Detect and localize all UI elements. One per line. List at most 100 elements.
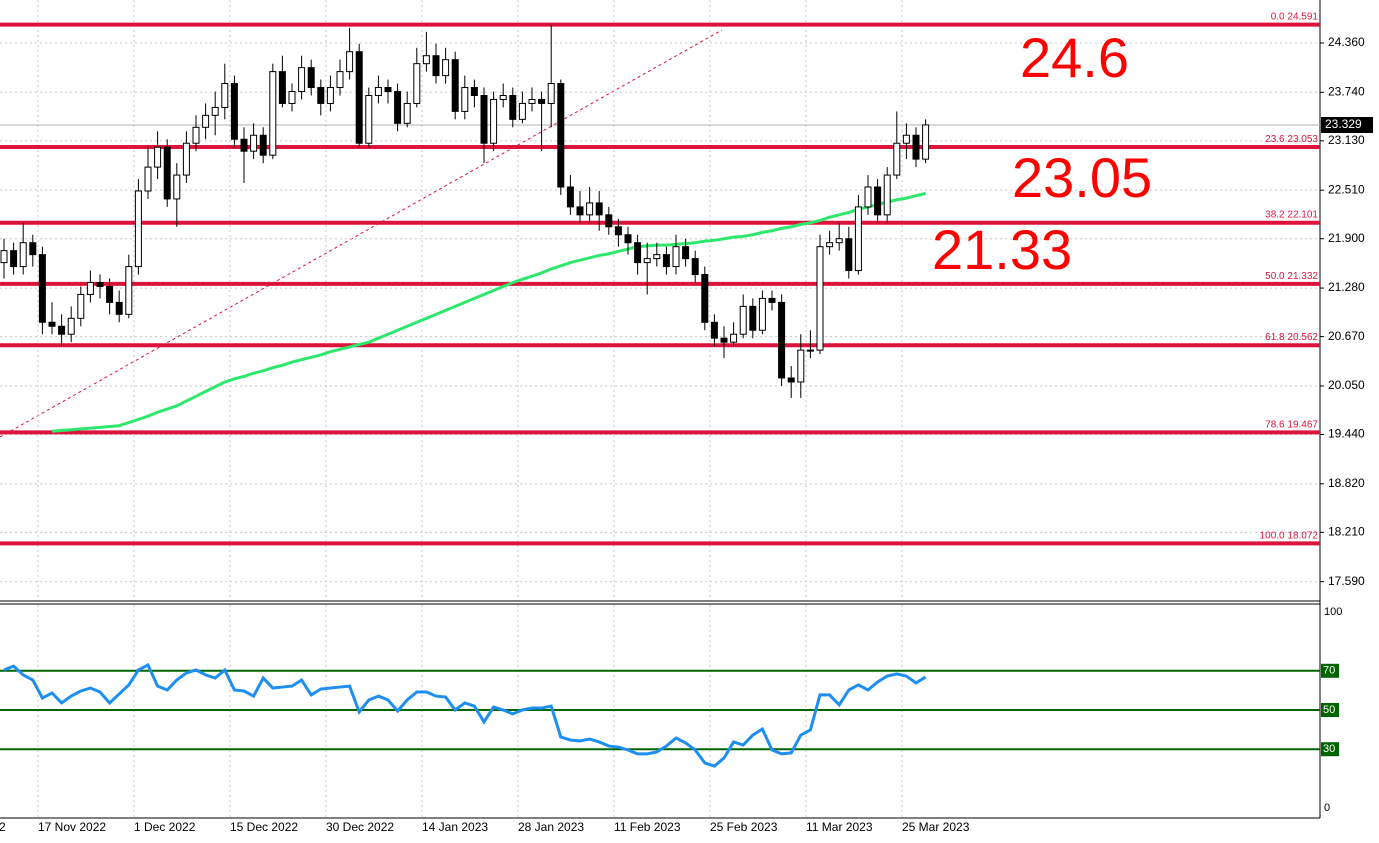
candle-body [758, 297, 766, 331]
candle-body [115, 301, 123, 315]
candle-body [77, 293, 85, 319]
candle-body [58, 325, 66, 335]
rsi-level-label: 30 [1323, 743, 1335, 755]
candle-body [806, 349, 814, 352]
candle-body [230, 83, 238, 140]
rsi-level-tag [1321, 742, 1339, 757]
rsi-pane [0, 662, 1320, 768]
fib-ratio: 23.6 [1265, 134, 1285, 145]
candle-body [355, 51, 363, 144]
candle-body [106, 285, 114, 303]
candle-body [922, 124, 930, 160]
y-tick-label: 21.900 [1328, 231, 1365, 245]
candle-body [586, 202, 594, 216]
candle-body [250, 134, 258, 152]
candle-body [259, 134, 267, 156]
candle-body [202, 114, 210, 128]
candle-body [874, 186, 882, 216]
candle-body [643, 258, 651, 264]
candle-body [365, 94, 373, 144]
candle-body [403, 102, 411, 124]
fib-trend-line [0, 29, 723, 438]
candle-body [38, 254, 46, 323]
candle-body [317, 87, 325, 104]
candle-body [605, 214, 613, 228]
candle-body [173, 174, 181, 200]
candle-body [902, 134, 910, 144]
candle-body [778, 301, 786, 379]
candle-body [298, 67, 306, 93]
rsi-level-label: 50 [1323, 704, 1335, 716]
candle-body [912, 134, 920, 160]
rsi-line [3, 662, 927, 768]
fib-level-label: 100.0 18.072 [1260, 530, 1319, 541]
annotation: 23.05 [1012, 146, 1152, 209]
fib-price: 23.053 [1287, 134, 1318, 145]
candle-body [0, 250, 8, 264]
x-tick-label: 11 Feb 2023 [614, 820, 681, 834]
fib-level-label: 23.6 23.053 [1265, 134, 1318, 145]
candle-body [595, 202, 603, 216]
candle-body [163, 146, 171, 200]
x-tick-label: 15 Dec 2022 [230, 820, 298, 834]
fib-ratio: 61.8 [1265, 332, 1285, 343]
candle-body [816, 246, 824, 351]
candle-body [509, 94, 517, 120]
candle-body [19, 242, 27, 268]
candle-body [893, 142, 901, 176]
candle-body [864, 186, 872, 208]
candle-body [10, 250, 18, 268]
fib-price: 19.467 [1287, 419, 1318, 430]
candle-body [346, 51, 354, 73]
moving-average [51, 191, 926, 433]
candle-body [211, 106, 219, 116]
candle-body [720, 337, 728, 343]
candle-body [797, 349, 805, 383]
current-price-tag [1321, 117, 1373, 134]
candle-body [614, 226, 622, 236]
candle-body [768, 297, 776, 303]
candle-body [749, 305, 757, 331]
x-tick-label: 25 Feb 2023 [710, 820, 778, 834]
fib-level-label: 50.0 21.332 [1265, 271, 1318, 282]
candle-body [67, 317, 75, 335]
candle-body [374, 87, 382, 96]
candle-body [278, 71, 286, 104]
fib-levels: 0.0 24.591 23.6 23.053 38.2 22.101 50.0 21.… [0, 11, 1320, 546]
fib-level-label: 61.8 20.562 [1265, 332, 1318, 343]
candle-body [528, 98, 536, 104]
candle-body [547, 83, 555, 104]
candle-body [538, 98, 546, 104]
candle-body [413, 63, 421, 104]
candle-body [730, 333, 738, 343]
candle-body [566, 186, 574, 208]
fib-price: 21.332 [1287, 271, 1318, 282]
candle-body [134, 190, 142, 268]
fib-price: 24.591 [1287, 11, 1318, 22]
fib-price: 20.562 [1287, 332, 1318, 343]
candle-body [384, 87, 392, 93]
x-tick-label: 2 [0, 820, 6, 834]
annotation: 24.6 [1020, 26, 1129, 89]
y-tick-label: 20.050 [1328, 378, 1365, 392]
candle-body [96, 281, 104, 287]
rsi-level-label: 70 [1323, 665, 1335, 677]
fib-price: 22.101 [1287, 209, 1318, 220]
candle-body [854, 206, 862, 272]
candle-body [490, 98, 498, 144]
candle-body [634, 242, 642, 264]
fib-ratio: 100.0 [1260, 530, 1285, 541]
candle-body [48, 321, 56, 327]
y-tick-label: 20.670 [1328, 329, 1365, 343]
y-tick-label: 23.740 [1328, 84, 1365, 98]
price-pane: 24.6 23.05 21.33 [0, 24, 1320, 433]
rsi-tick-label: 100 [1324, 606, 1342, 618]
y-tick-label: 19.440 [1328, 427, 1365, 441]
candle-body [826, 242, 834, 248]
rsi-level-tag [1321, 703, 1339, 717]
candle-body [624, 234, 632, 244]
candle-body [432, 55, 440, 77]
fib-ratio: 78.6 [1265, 419, 1285, 430]
grid [0, 0, 1320, 818]
candle-body [326, 87, 334, 104]
